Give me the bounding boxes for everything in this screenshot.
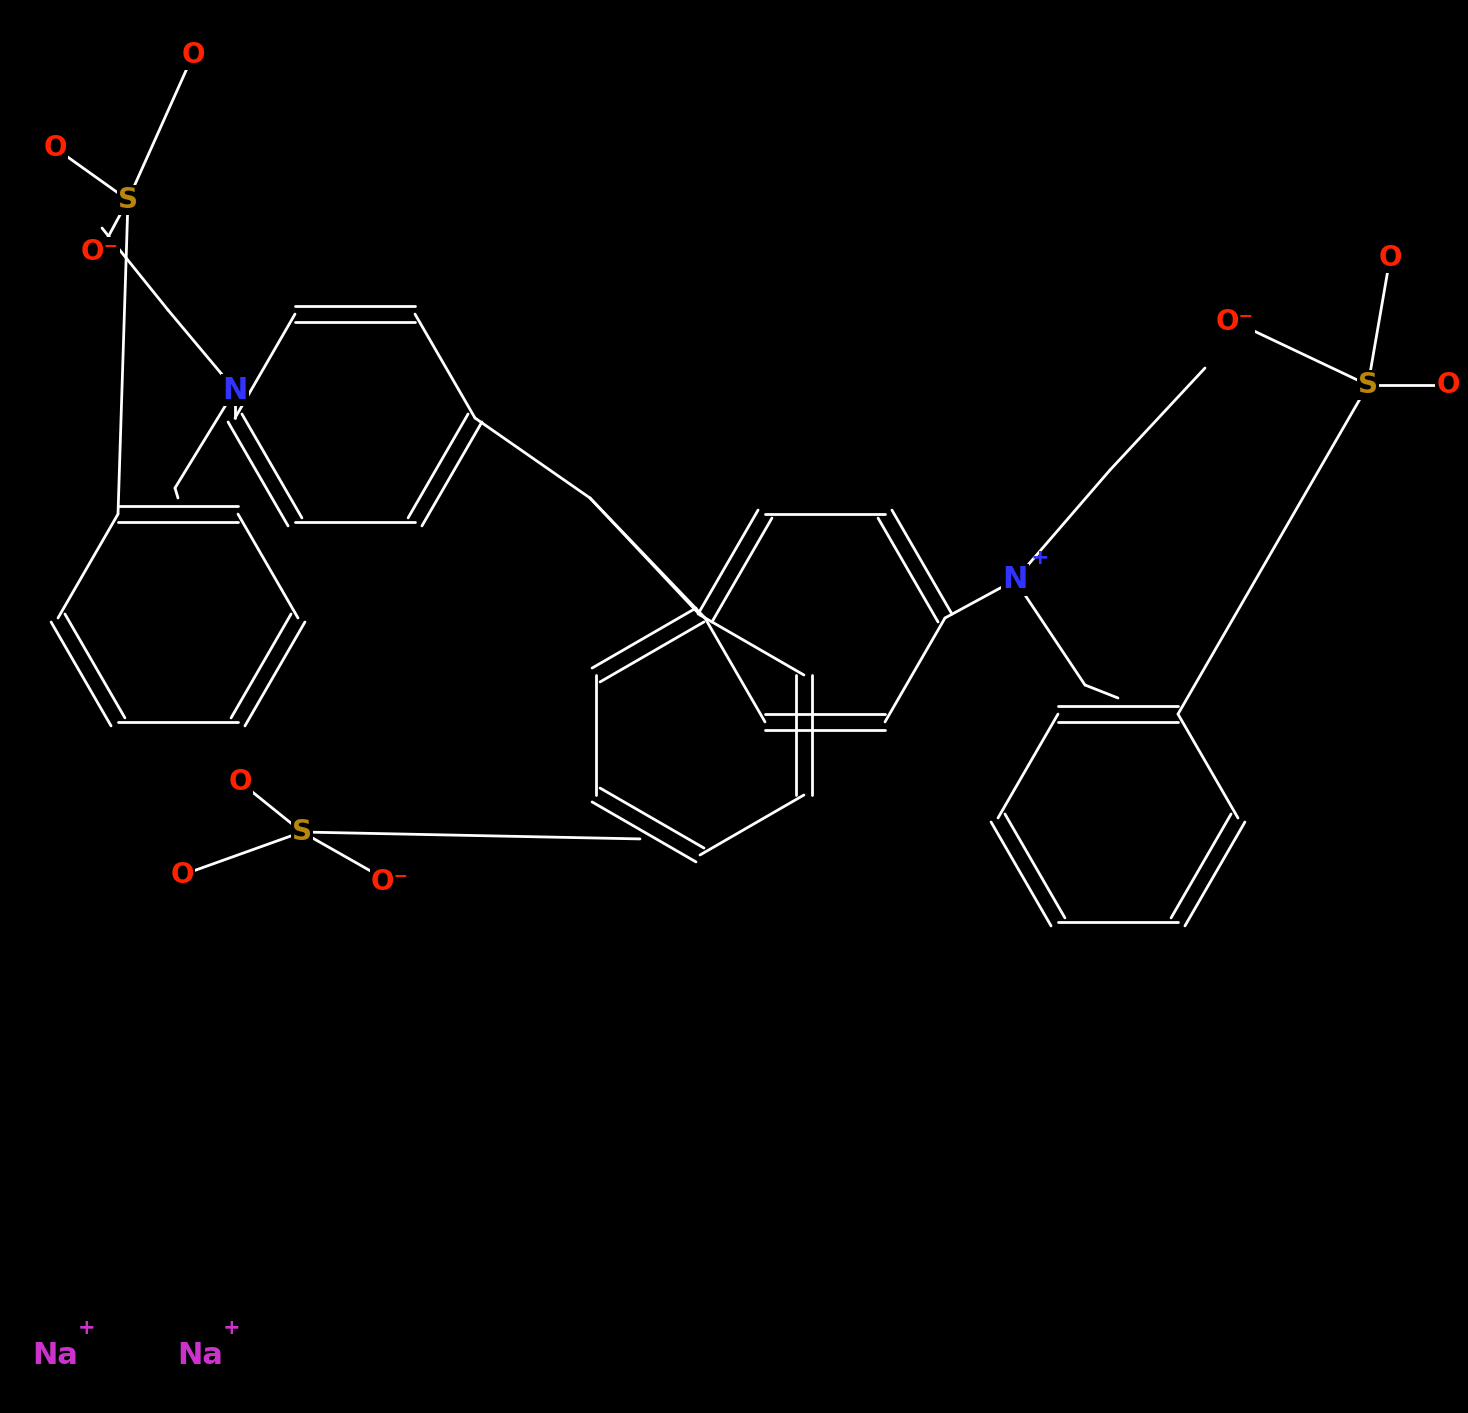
Text: N: N <box>1003 565 1028 595</box>
Text: N: N <box>222 376 248 404</box>
Text: O: O <box>1378 244 1402 271</box>
Text: O: O <box>181 41 204 69</box>
Text: +: + <box>223 1318 241 1338</box>
Text: Na: Na <box>178 1341 223 1371</box>
Text: O: O <box>1436 372 1459 398</box>
Text: O: O <box>228 769 251 796</box>
Text: O⁻: O⁻ <box>371 868 410 896</box>
Text: Na: Na <box>32 1341 78 1371</box>
Text: S: S <box>117 187 138 213</box>
Text: O⁻: O⁻ <box>81 237 119 266</box>
Text: O: O <box>43 134 66 162</box>
Text: O: O <box>170 861 194 889</box>
Text: S: S <box>292 818 313 846</box>
Text: S: S <box>1358 372 1378 398</box>
Text: O⁻: O⁻ <box>1216 308 1254 336</box>
Text: +: + <box>1031 548 1050 568</box>
Text: +: + <box>78 1318 95 1338</box>
